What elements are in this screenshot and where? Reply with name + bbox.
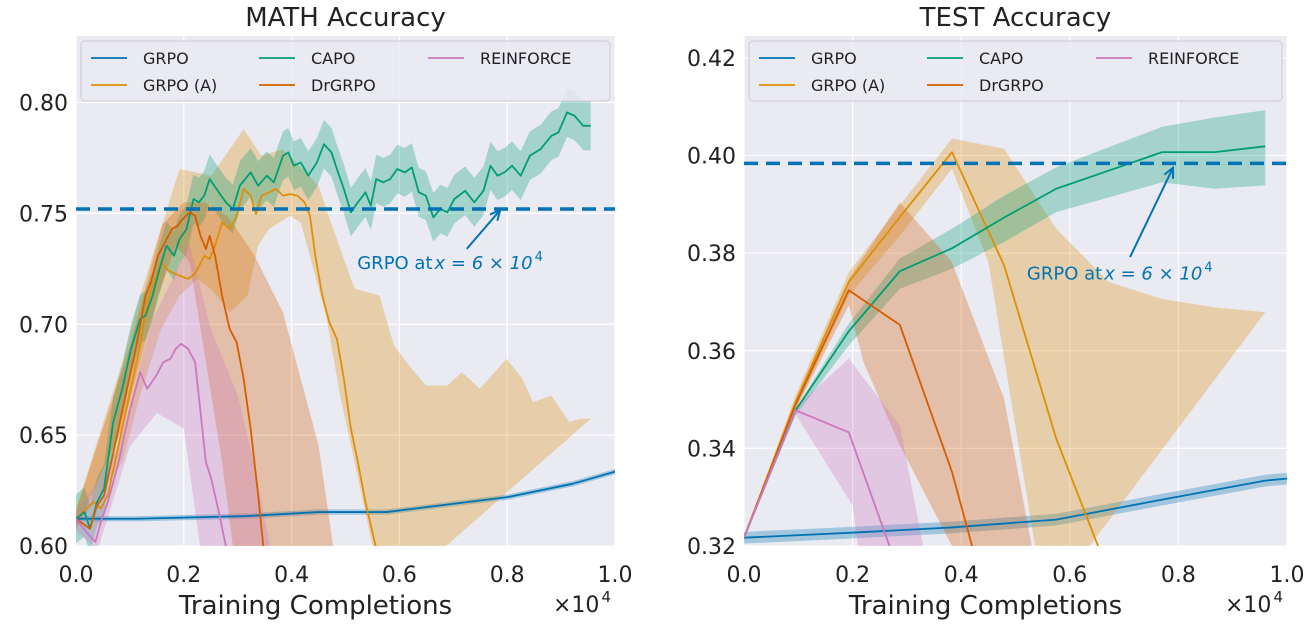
band-reinforce [76,242,271,546]
x-tick-label: 0.4 [944,563,979,588]
annotation-math: x = 6 × 10 [434,253,533,274]
annotation: GRPO at x = 6 × 10 4 [357,250,543,274]
line-grpo-a [744,151,1100,546]
plot-area [76,36,615,546]
legend: GRPO CAPO REINFORCE GRPO (A) DrGRPO [748,40,1283,102]
legend-item: REINFORCE [428,49,571,68]
legend-item: GRPO [91,49,189,68]
legend-item: REINFORCE [1096,49,1239,68]
legend-label: GRPO [143,49,189,68]
annotation: GRPO at x = 6 × 10 4 [1027,261,1213,285]
legend-box [748,40,1283,102]
x-axis-multiplier: ×10 4 [553,588,611,618]
y-tick-label: 0.70 [19,313,68,338]
line-capo [744,145,1266,539]
legend-label: GRPO (A) [143,76,217,95]
annotation-arrow [1129,167,1174,258]
x-tick-label: 1.0 [1270,563,1305,588]
band-grpo-a [744,138,1266,546]
annotation-label: GRPO at [1027,264,1102,285]
x-tick-label: 0.6 [1052,563,1087,588]
legend-item: DrGRPO [259,76,376,95]
band-reinforce [744,358,924,546]
chart-1: 0.0 0.2 0.4 0.6 0.8 1.0 0.32 0.34 0.36 0.38 0.40 0.… [687,3,1305,621]
legend-label: GRPO [811,49,857,68]
x-tick-label: 1.0 [598,563,633,588]
x-tick-label: 0.2 [166,563,201,588]
plot-area [744,36,1287,546]
chart-0: 0.0 0.2 0.4 0.6 0.8 1.0 0.60 0.65 0.70 0.75 0.80 GR… [19,3,632,621]
line-capo [76,111,591,530]
annotation-label: GRPO at [357,253,432,274]
plot-content [744,110,1287,546]
legend: GRPO CAPO REINFORCE GRPO (A) DrGRPO [80,40,611,102]
legend-item: GRPO (A) [91,76,217,95]
y-tick-label: 0.65 [19,424,68,449]
x-tick-label: 0.8 [1161,563,1196,588]
chart-title: MATH Accuracy [245,3,446,33]
y-tick-label: 0.32 [687,535,736,560]
legend-item: GRPO (A) [759,76,885,95]
x-tick-label: 0.4 [274,563,309,588]
multiplier-base: ×10 [1225,593,1271,618]
x-tick-label: 0.0 [59,563,94,588]
legend-box [80,40,611,102]
band-drgrpo [744,202,1032,546]
y-tick-label: 0.80 [19,92,68,117]
plot-content [76,88,615,546]
legend-label: GRPO (A) [811,76,885,95]
y-tick-label: 0.34 [687,437,736,462]
line-grpo [744,477,1287,539]
multiplier-exponent: 4 [601,588,611,606]
x-tick-label: 0.0 [727,563,762,588]
line-reinforce [744,409,891,546]
y-tick-label: 0.38 [687,242,736,267]
x-tick-label: 0.8 [490,563,525,588]
x-tick-label: 0.6 [382,563,417,588]
legend-label: CAPO [979,49,1023,68]
annotation-exponent: 4 [1204,261,1212,276]
legend-label: DrGRPO [311,76,376,95]
legend-item: CAPO [259,49,355,68]
band-grpo [744,472,1287,544]
y-tick-label: 0.36 [687,340,736,365]
line-drgrpo [744,289,974,546]
legend-item: CAPO [927,49,1023,68]
multiplier-exponent: 4 [1273,588,1283,606]
legend-item: GRPO [759,49,857,68]
legend-label: CAPO [311,49,355,68]
line-reinforce [76,342,227,546]
annotation-exponent: 4 [535,250,543,265]
legend-item: DrGRPO [927,76,1044,95]
x-axis-label: Training Completions [848,591,1122,621]
legend-label: REINFORCE [480,49,571,68]
multiplier-base: ×10 [553,593,599,618]
annotation-math: x = 6 × 10 [1103,264,1202,285]
x-axis-multiplier: ×10 4 [1225,588,1283,618]
arrow-head-icon [1163,165,1174,179]
x-tick-label: 0.2 [835,563,870,588]
band-drgrpo [76,202,334,546]
x-axis-label: Training Completions [178,591,452,621]
line-grpo [76,470,615,520]
y-tick-label: 0.75 [19,202,68,227]
line-drgrpo [76,211,265,546]
annotation-arrow [466,209,501,250]
arrow-head-icon [489,208,502,221]
y-tick-label: 0.42 [687,47,736,72]
band-grpo [76,468,615,522]
y-tick-label: 0.60 [19,535,68,560]
band-capo [76,88,591,546]
y-tick-label: 0.40 [687,145,736,170]
chart-title: TEST Accuracy [919,3,1112,33]
legend-label: DrGRPO [979,76,1044,95]
legend-label: REINFORCE [1148,49,1239,68]
band-grpo-a [76,129,591,546]
line-grpo-a [76,188,377,546]
